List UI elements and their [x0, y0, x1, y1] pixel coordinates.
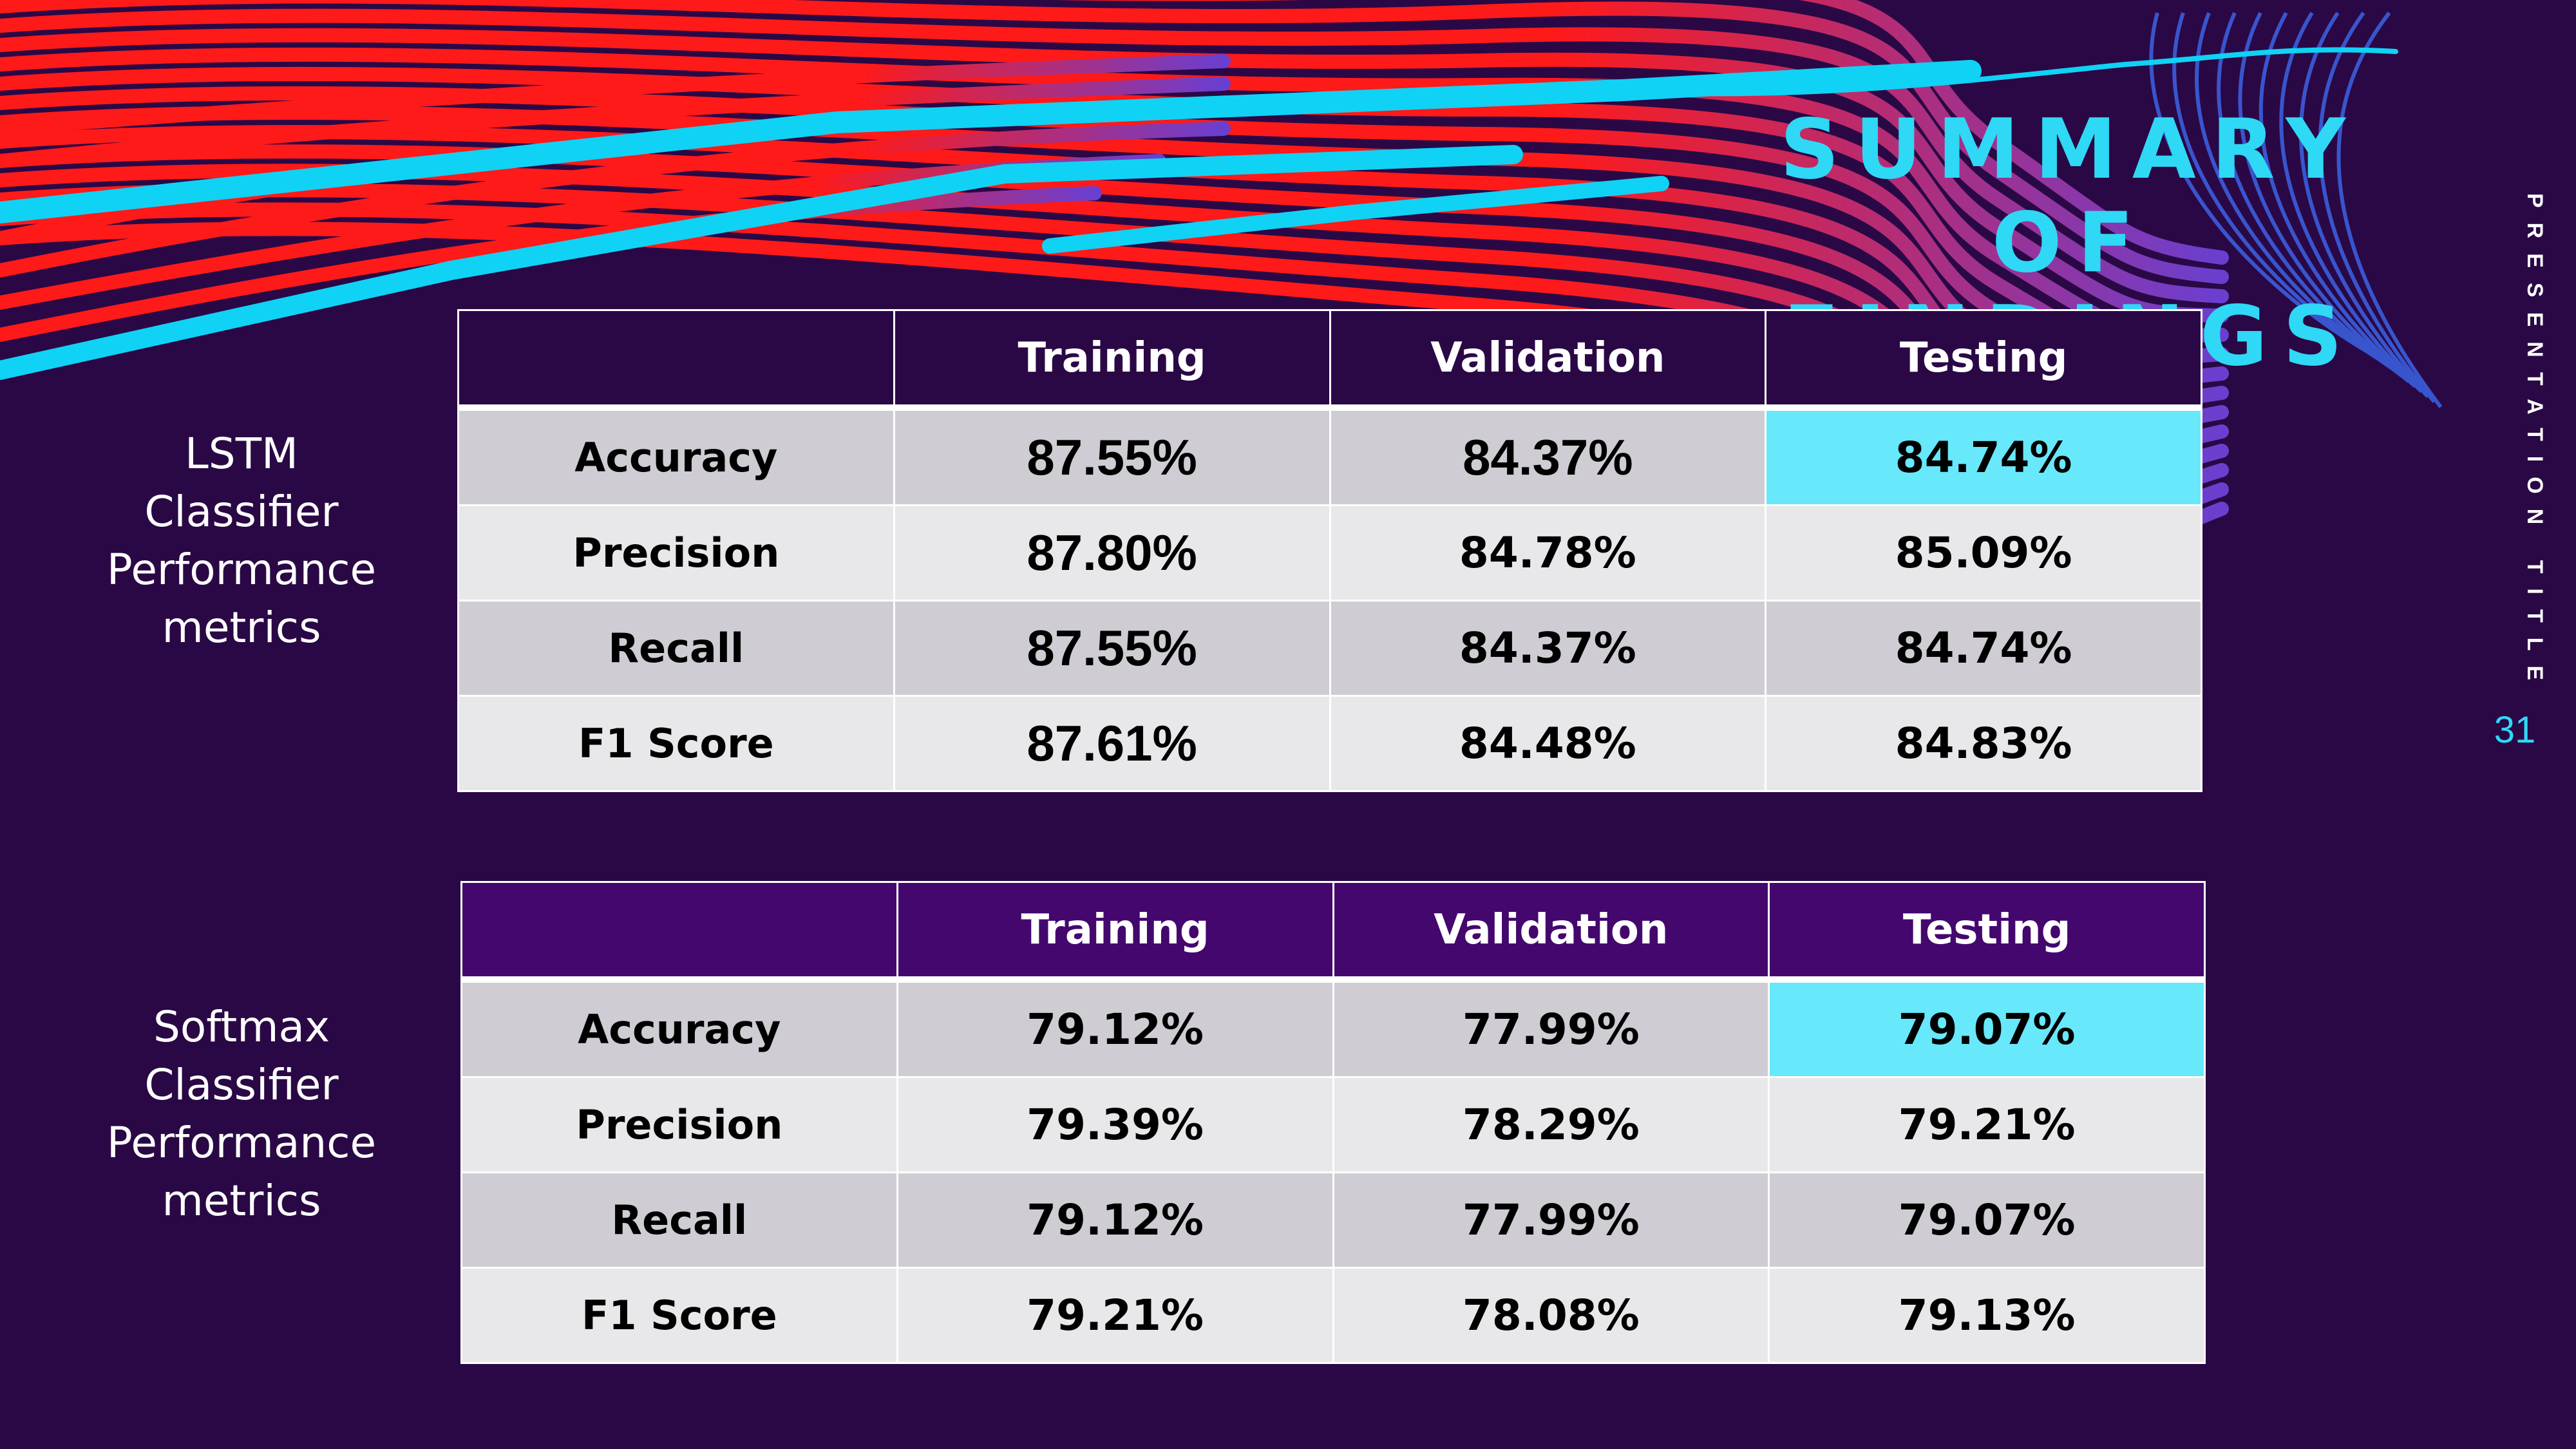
page-number: 31	[2494, 709, 2536, 751]
training-value: 79.12%	[896, 978, 1334, 1078]
metric-label: Accuracy	[460, 978, 898, 1078]
table-row: Accuracy 87.55% 84.37% 84.74%	[457, 406, 2202, 506]
training-value: 87.61%	[893, 695, 1331, 792]
training-value: 87.80%	[893, 504, 1331, 601]
testing-value: 79.21%	[1768, 1076, 2206, 1173]
red-wave-line	[0, 122, 1231, 278]
metric-label: F1 Score	[460, 1267, 898, 1364]
metric-label: F1 Score	[457, 695, 895, 792]
testing-value: 79.13%	[1768, 1267, 2206, 1364]
blue-wave-line	[2298, 12, 2430, 399]
blue-wave-line	[2172, 12, 2391, 368]
blue-wave-line	[2279, 12, 2423, 393]
validation-value: 84.48%	[1329, 695, 1767, 792]
blue-wave-line	[2336, 12, 2443, 408]
lstm-table-header: Training Validation Testing	[457, 309, 2202, 411]
red-wave-line	[0, 186, 1102, 342]
red-wave-line	[0, 28, 2229, 323]
blue-wave-line	[2217, 12, 2403, 378]
metric-label: Recall	[460, 1171, 898, 1269]
header-cell-training: Training	[896, 881, 1334, 983]
header-cell-training: Training	[893, 309, 1331, 411]
validation-value: 84.37%	[1329, 406, 1767, 506]
softmax-metrics-table: Training Validation Testing Accuracy 79.…	[460, 881, 2206, 1364]
metric-label: Precision	[457, 504, 895, 601]
table-row: F1 Score 87.61% 84.48% 84.83%	[457, 695, 2202, 792]
header-cell-validation: Validation	[1332, 881, 1770, 983]
training-value: 79.21%	[896, 1267, 1334, 1364]
metric-label: Recall	[457, 600, 895, 697]
lstm-metrics-table: Training Validation Testing Accuracy 87.…	[457, 309, 2202, 792]
softmax-table-header: Training Validation Testing	[460, 881, 2206, 983]
header-cell-empty	[460, 881, 898, 983]
blue-wave-line	[2259, 12, 2417, 388]
validation-value: 77.99%	[1332, 978, 1770, 1078]
table-row: Precision 87.80% 84.78% 85.09%	[457, 504, 2202, 601]
testing-value: 85.09%	[1765, 504, 2202, 601]
header-cell-empty	[457, 309, 895, 411]
red-wave-line	[0, 8, 2229, 303]
red-wave-line	[1052, 0, 2229, 265]
training-value: 87.55%	[893, 406, 1331, 506]
header-cell-testing: Testing	[1765, 309, 2202, 411]
metric-label: Precision	[460, 1076, 898, 1173]
table-row: Recall 79.12% 77.99% 79.07%	[460, 1171, 2206, 1269]
training-value: 87.55%	[893, 600, 1331, 697]
table-row: Accuracy 79.12% 77.99% 79.07%	[460, 978, 2206, 1078]
blue-wave-line	[2238, 12, 2410, 383]
validation-value: 77.99%	[1332, 1171, 1770, 1269]
table-row: F1 Score 79.21% 78.08% 79.13%	[460, 1267, 2206, 1364]
blue-wave-line	[2318, 12, 2436, 403]
blue-wave-line	[2195, 12, 2397, 373]
table-row: Recall 87.55% 84.37% 84.74%	[457, 600, 2202, 697]
table-row: Precision 79.39% 78.29% 79.21%	[460, 1076, 2206, 1173]
validation-value: 84.78%	[1329, 504, 1767, 601]
red-wave-line	[0, 54, 1231, 136]
presentation-title-vertical: PRESENTATION TITLE	[2523, 193, 2547, 696]
slide-title-line-1: SUMMARY OF	[1779, 102, 2362, 291]
validation-value: 78.29%	[1332, 1076, 1770, 1173]
testing-value-highlighted: 84.74%	[1765, 406, 2202, 506]
softmax-section-label: Softmax Classifier Performance metrics	[106, 1002, 377, 1226]
testing-value: 84.83%	[1765, 695, 2202, 792]
testing-value: 79.07%	[1768, 1171, 2206, 1269]
red-wave-line	[0, 0, 2229, 284]
metric-label: Accuracy	[457, 406, 895, 506]
lstm-section-label: LSTM Classifier Performance metrics	[106, 429, 377, 652]
header-cell-testing: Testing	[1768, 881, 2206, 983]
testing-value-highlighted: 79.07%	[1768, 978, 2206, 1078]
testing-value: 84.74%	[1765, 600, 2202, 697]
header-cell-validation: Validation	[1329, 309, 1767, 411]
training-value: 79.39%	[896, 1076, 1334, 1173]
red-wave-line	[0, 66, 2229, 364]
validation-value: 78.08%	[1332, 1267, 1770, 1364]
red-wave-line	[0, 77, 1231, 168]
training-value: 79.12%	[896, 1171, 1334, 1269]
validation-value: 84.37%	[1329, 600, 1767, 697]
